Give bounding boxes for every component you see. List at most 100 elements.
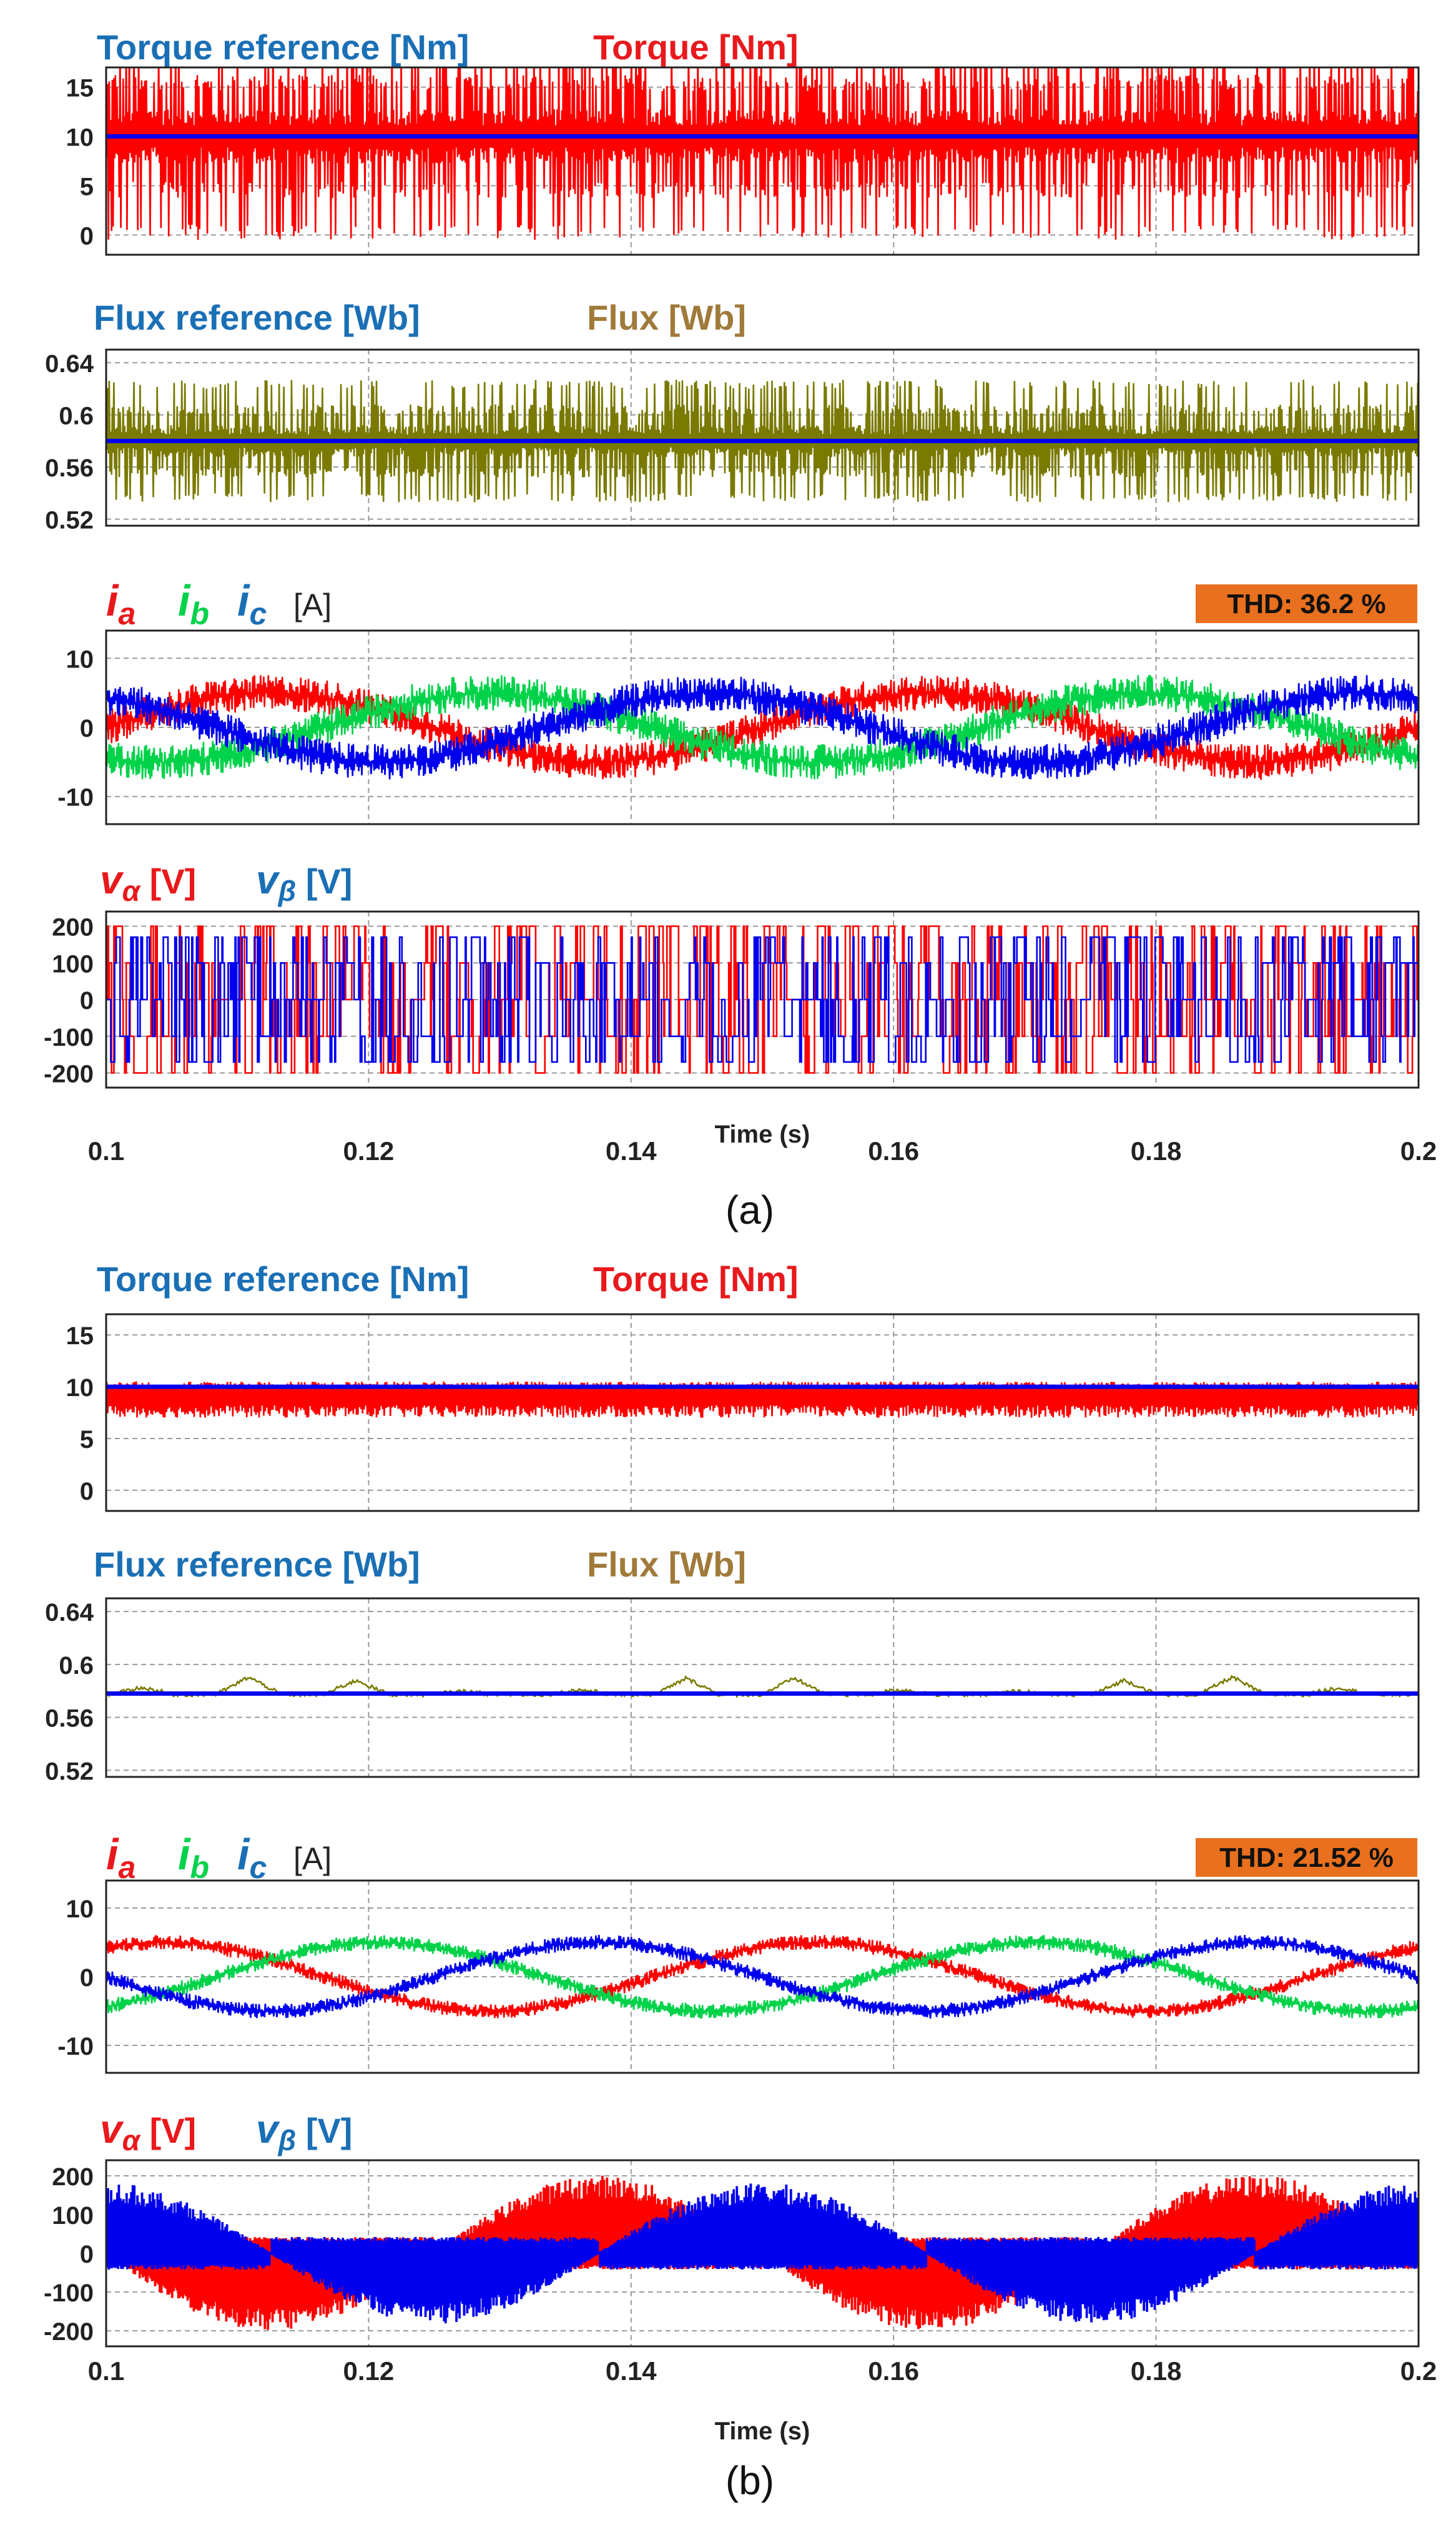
thd-badge [1196,1838,1417,1877]
y-tick-label: -100 [44,1024,94,1051]
chart-panel-b-flux: 0.64 0.6 0.56 0.52 [45,1597,1420,1785]
plot-frame [105,348,1420,527]
y-tick-label: 100 [52,2202,94,2230]
title-v-alpha: vα [V] [100,2107,196,2157]
plot-frame [105,66,1420,256]
y-tick-label: 0.52 [45,507,94,534]
title-v-beta: vβ [V] [256,2107,352,2157]
y-tick-label: 5 [80,1426,94,1453]
y-tick-label: 10 [66,124,94,152]
panel-title: vα [V] vβ [V] [100,2107,352,2157]
panel-title: ia ib ic [A] THD: 36.2 % [106,576,1417,631]
title-current-b: ib [178,1830,209,1885]
series-ib [106,1935,1419,2019]
y-tick-label: 10 [66,1896,94,1923]
panel-title: Torque reference [Nm] Torque [Nm] [97,1259,799,1299]
title-flux: Flux [Wb] [587,298,746,337]
title-flux: Flux [Wb] [587,1545,746,1584]
series-ic [106,675,1419,780]
series-ib [106,675,1419,780]
title-torque: Torque [Nm] [593,27,799,67]
series-ia [106,1935,1419,2019]
plot-frame [105,629,1420,825]
y-tick-label: 0.56 [45,455,94,482]
y-tick-label: 0 [80,222,94,250]
x-tick-label: 0.2 [1400,1136,1437,1166]
y-tick-label: -100 [44,2280,94,2307]
y-tick-label: 0.64 [45,1599,94,1626]
chart-panel-b-voltages: 200 100 0 -100 -200 [44,2159,1420,2348]
title-current-unit: [A] [293,588,332,622]
title-current-c: ic [237,576,267,631]
y-tick-label: 0 [80,2241,94,2268]
title-flux-reference: Flux reference [Wb] [94,298,420,337]
y-tick-label: 200 [52,2163,94,2191]
series-flux-wb- [106,380,1419,503]
title-current-b: ib [178,576,209,631]
plot-area [106,1314,1419,1511]
y-tick-label: 15 [66,75,94,102]
y-tick-label: -200 [44,1061,94,1088]
series-ia [106,675,1419,780]
y-tick-label: -200 [44,2318,94,2346]
chart-panel-b-torque: 15 10 5 0 [66,1313,1420,1512]
y-tick-label: 0 [80,1478,94,1505]
plot-frame [105,910,1420,1089]
plot-frame [105,1597,1420,1778]
y-tick-label: 0.6 [59,1652,94,1680]
x-axis-label: Time (s) [715,1121,810,1148]
x-tick-label: 0.18 [1131,2356,1182,2386]
y-tick-label: 0 [80,1964,94,1992]
y-tick-label: 0.64 [45,350,94,378]
plot-frame [105,1879,1420,2074]
caption-a: (a) [726,1188,774,1232]
y-tick-label: 0.6 [59,402,94,430]
chart-panel-a-torque: 15 10 5 0 [66,66,1420,256]
x-tick-label: 0.12 [343,2356,395,2386]
x-tick-label: 0.14 [606,1136,657,1166]
y-tick-label: -10 [57,784,94,812]
x-axis-a: 0.1 0.12 0.14 0.16 0.18 0.2 Time (s) (a) [88,1121,1437,1232]
series-vα-v- [106,925,1419,1074]
panel-title: ia ib ic [A] THD: 21.52 % [106,1830,1417,1885]
chart-panel-a-currents: 10 0 -10 [57,629,1420,825]
series-vβ-v- [106,936,1419,1063]
x-axis-label: Time (s) [715,2417,810,2445]
title-torque-reference: Torque reference [Nm] [97,1259,469,1299]
y-tick-label: 15 [66,1322,94,1350]
caption-b: (b) [726,2458,774,2503]
chart-panel-a-flux: 0.64 0.6 0.56 0.52 [45,348,1420,534]
title-torque-reference: Torque reference [Nm] [97,27,469,67]
title-flux-reference: Flux reference [Wb] [94,1545,420,1584]
y-tick-label: 5 [80,173,94,200]
panel-title: Flux reference [Wb] Flux [Wb] [94,298,746,337]
x-tick-label: 0.1 [88,2356,124,2386]
thd-badge [1196,584,1417,623]
plot-frame [105,1313,1420,1512]
chart-panel-b-currents: 10 0 -10 [57,1879,1420,2074]
x-tick-label: 0.14 [606,2356,657,2386]
thd-label: THD: 36.2 % [1227,589,1385,619]
panel-title: Torque reference [Nm] Torque [Nm] [97,27,799,67]
y-tick-label: 0 [80,987,94,1015]
title-current-a: ia [106,1830,135,1885]
y-tick-label: 200 [52,914,94,942]
y-tick-label: 10 [66,1374,94,1402]
thd-label: THD: 21.52 % [1219,1842,1394,1873]
y-tick-label: 0.52 [45,1758,94,1785]
series-vβ-v- [106,2183,1419,2324]
y-tick-label: 0 [80,715,94,742]
panel-title: vα [V] vβ [V] [100,857,352,907]
y-tick-label: 10 [66,646,94,673]
title-v-alpha: vα [V] [100,857,196,907]
title-current-a: ia [106,576,135,631]
series-torque-nm- [106,67,1419,240]
series-ic [106,1934,1419,2019]
title-current-c: ic [237,1830,267,1885]
x-tick-label: 0.1 [88,1136,124,1166]
y-tick-label: 0.56 [45,1705,94,1733]
x-axis-b: 0.1 0.12 0.14 0.16 0.18 0.2 Time (s) (b) [88,2356,1437,2503]
title-current-unit: [A] [293,1841,332,1876]
x-tick-label: 0.2 [1400,2356,1437,2386]
